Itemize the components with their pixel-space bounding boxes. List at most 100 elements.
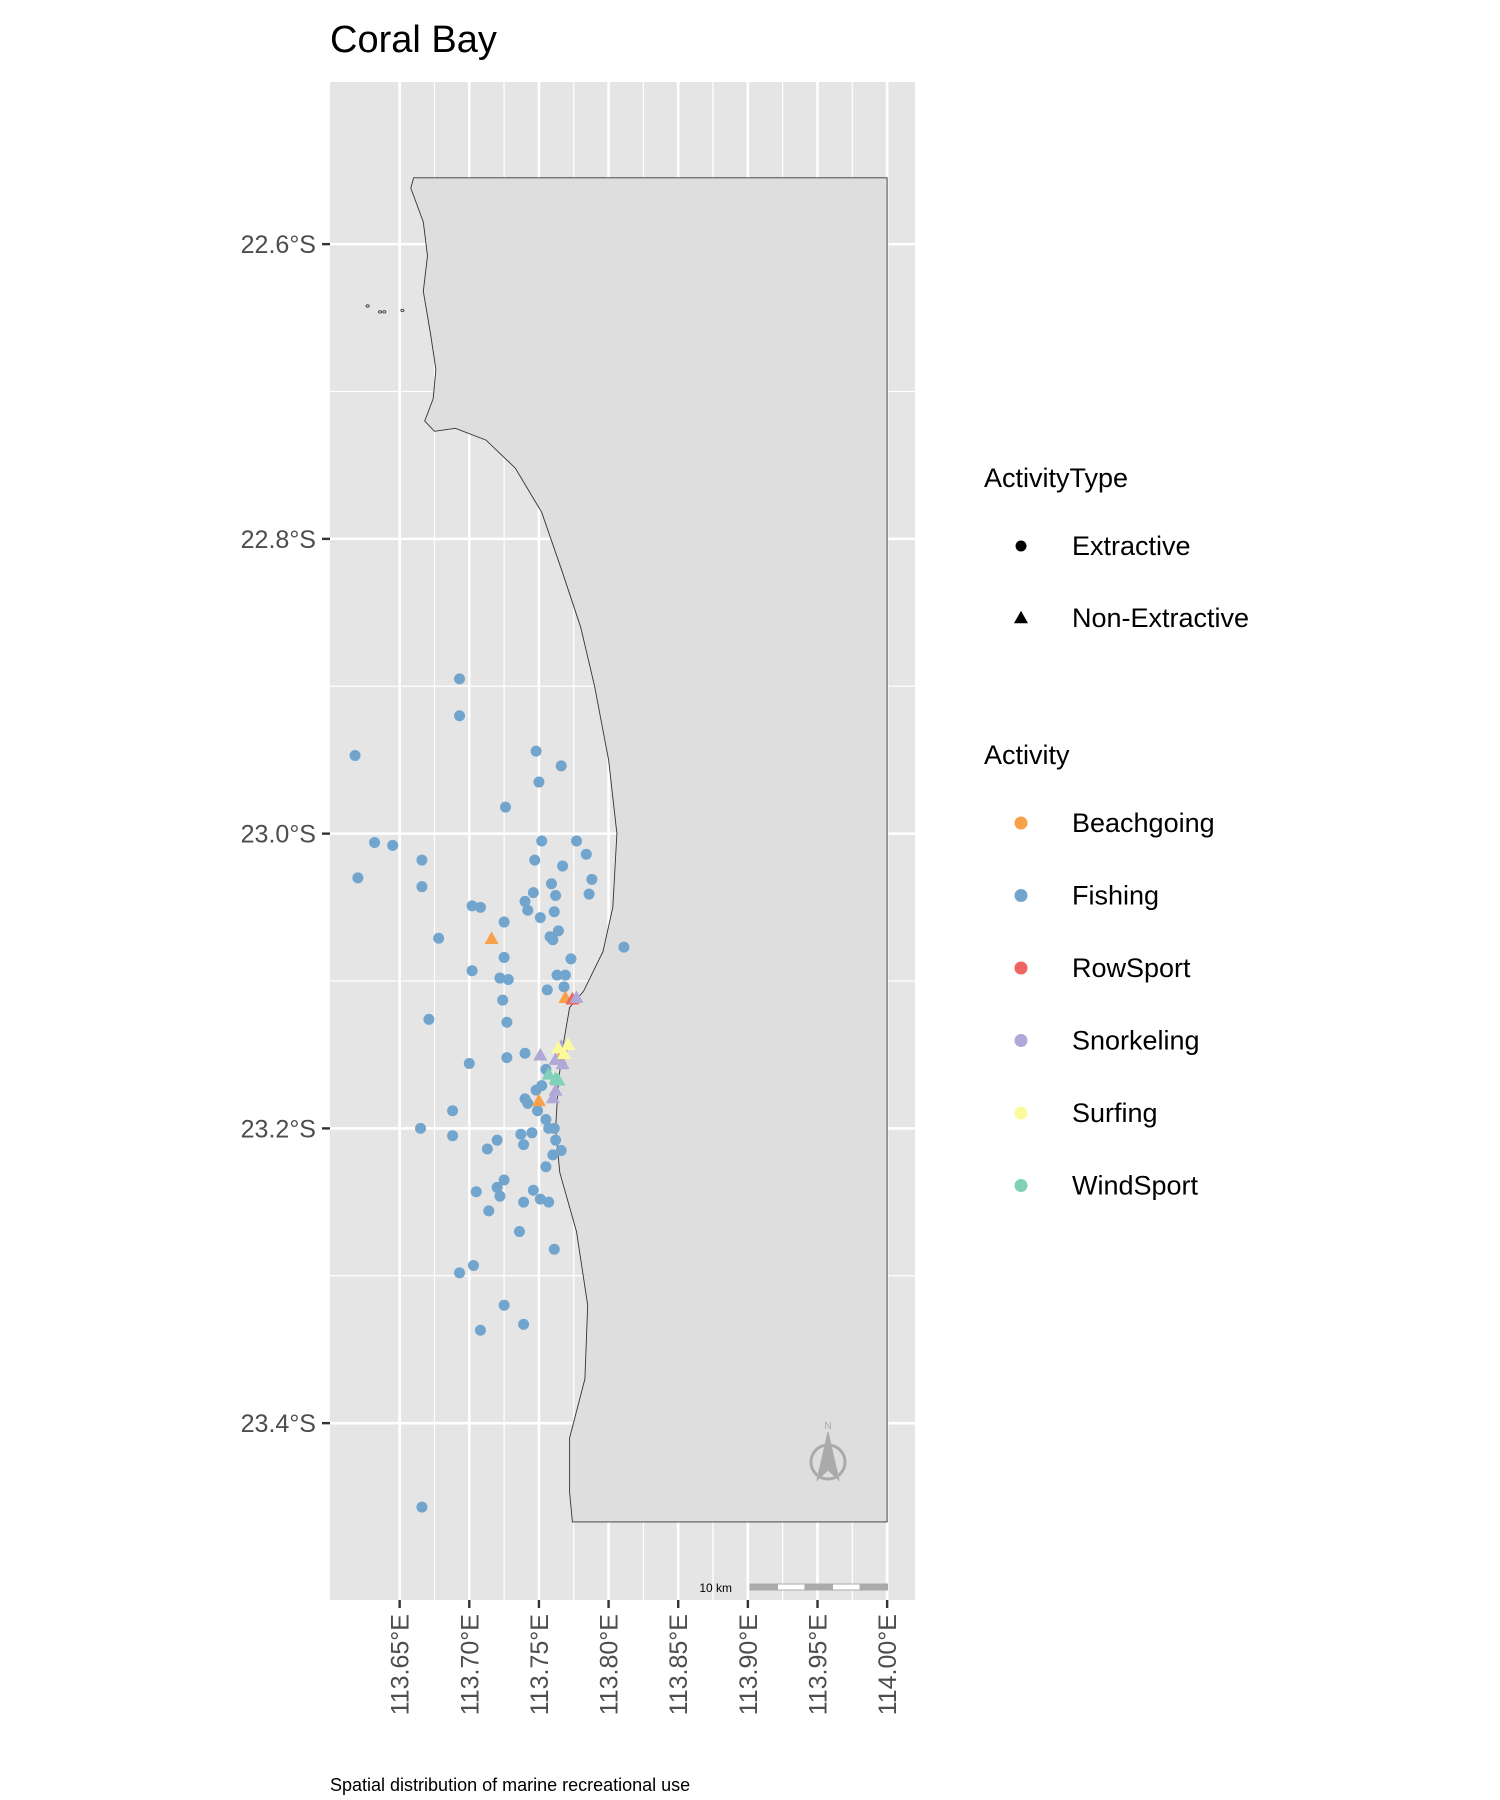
- islet: [378, 310, 383, 314]
- point-fishing: [470, 1186, 482, 1198]
- legend-label: RowSport: [1072, 953, 1191, 983]
- x-tick-label: 113.70°E: [456, 1614, 484, 1715]
- point-fishing: [515, 1128, 527, 1140]
- point-fishing: [580, 848, 592, 860]
- point-snorkeling: [533, 1047, 548, 1061]
- point-fishing: [491, 1181, 503, 1193]
- point-fishing: [454, 710, 466, 722]
- legend-title-activitytype: ActivityType: [984, 463, 1128, 493]
- point-snorkeling: [545, 1090, 560, 1104]
- point-fishing: [387, 839, 399, 851]
- point-fishing: [500, 801, 511, 813]
- point-fishing: [481, 1143, 493, 1155]
- point-fishing: [526, 1127, 538, 1139]
- scale-bar-segment: [859, 1583, 888, 1591]
- point-fishing: [518, 1318, 530, 1330]
- point-fishing: [494, 972, 506, 984]
- x-tick-label: 113.80°E: [596, 1614, 624, 1715]
- series-surfing: [551, 1037, 576, 1059]
- legend-label: Surfing: [1072, 1098, 1158, 1128]
- point-fishing: [545, 878, 557, 890]
- point-snorkeling: [548, 1052, 563, 1065]
- point-fishing: [558, 981, 570, 993]
- point-snorkeling: [555, 1056, 570, 1070]
- point-surfing: [557, 1046, 571, 1059]
- y-tick-label: 22.6°S: [241, 231, 316, 259]
- point-windsport: [541, 1067, 556, 1080]
- scale-bar-label: 10 km: [699, 1581, 732, 1595]
- point-fishing: [501, 1016, 513, 1028]
- point-fishing: [519, 1047, 531, 1059]
- point-fishing: [502, 974, 514, 986]
- point-fishing: [474, 901, 486, 913]
- scale-bar-segment: [832, 1583, 861, 1591]
- point-fishing: [586, 873, 598, 885]
- islet: [400, 308, 405, 313]
- point-fishing: [529, 854, 541, 866]
- point-fishing: [541, 984, 553, 996]
- x-tick-label: 113.85°E: [665, 1614, 693, 1715]
- legend-key-snorkeling: [1014, 1034, 1028, 1047]
- point-windsport: [551, 1072, 566, 1086]
- point-fishing: [618, 941, 630, 953]
- data-points: [349, 673, 630, 1513]
- point-fishing: [369, 836, 381, 848]
- point-fishing: [423, 1013, 435, 1025]
- point-fishing: [416, 1501, 428, 1513]
- x-tick-label: 114.00°E: [874, 1614, 902, 1715]
- legend: ActivityType Extractive Non-Extractive Acti…: [984, 463, 1249, 1201]
- point-fishing: [494, 1190, 506, 1202]
- point-fishing: [555, 1144, 567, 1156]
- point-fishing: [557, 860, 569, 872]
- islet: [365, 304, 370, 308]
- legend-label: Beachgoing: [1072, 808, 1215, 838]
- point-fishing: [518, 1139, 530, 1151]
- point-fishing: [571, 835, 583, 847]
- point-fishing: [522, 1097, 534, 1109]
- point-fishing: [552, 925, 564, 937]
- map-axes: 113.65°E 113.70°E 113.75°E 113.80°E 113.85°E…: [241, 231, 902, 1715]
- point-fishing: [352, 872, 364, 884]
- map-caption: Spatial distribution of marine recreatio…: [330, 1775, 690, 1795]
- point-fishing: [532, 1105, 544, 1117]
- point-snorkeling: [569, 990, 584, 1003]
- point-fishing: [467, 1259, 479, 1271]
- point-fishing: [550, 1134, 562, 1146]
- point-fishing: [559, 969, 571, 981]
- y-tick-label: 22.8°S: [241, 526, 316, 554]
- legend-label: Extractive: [1072, 531, 1191, 561]
- legend-key-rowsport: [1014, 961, 1028, 975]
- point-fishing: [527, 1184, 539, 1196]
- point-fishing: [534, 912, 546, 924]
- y-tick-label: 23.4°S: [241, 1410, 316, 1438]
- point-fishing: [498, 916, 510, 928]
- legend-key-non-extractive: [1014, 610, 1028, 624]
- point-fishing: [518, 1196, 530, 1208]
- point-fishing: [483, 1205, 495, 1217]
- point-fishing: [433, 932, 445, 944]
- point-fishing: [454, 673, 466, 685]
- x-tick-label: 113.95°E: [805, 1614, 833, 1715]
- x-tick-label: 113.65°E: [387, 1614, 415, 1715]
- scale-bar-segment: [749, 1583, 778, 1591]
- point-fishing: [550, 890, 562, 902]
- point-fishing: [547, 934, 559, 946]
- point-fishing: [533, 776, 545, 788]
- point-fishing: [498, 1174, 510, 1186]
- point-beachgoing: [531, 1093, 546, 1107]
- legend-label: Non-Extractive: [1072, 603, 1249, 633]
- point-surfing: [551, 1040, 566, 1054]
- point-fishing: [454, 1267, 466, 1279]
- point-surfing: [561, 1037, 576, 1051]
- point-fishing: [498, 1299, 510, 1311]
- point-fishing: [565, 953, 577, 965]
- scale-bar-segment: [804, 1583, 833, 1591]
- point-fishing: [540, 1114, 552, 1126]
- point-fishing: [522, 904, 534, 916]
- scale-bar-segment: [777, 1583, 806, 1591]
- point-fishing: [583, 888, 595, 900]
- point-fishing: [555, 760, 567, 772]
- point-fishing: [466, 900, 478, 912]
- land-polygon: [410, 177, 888, 1523]
